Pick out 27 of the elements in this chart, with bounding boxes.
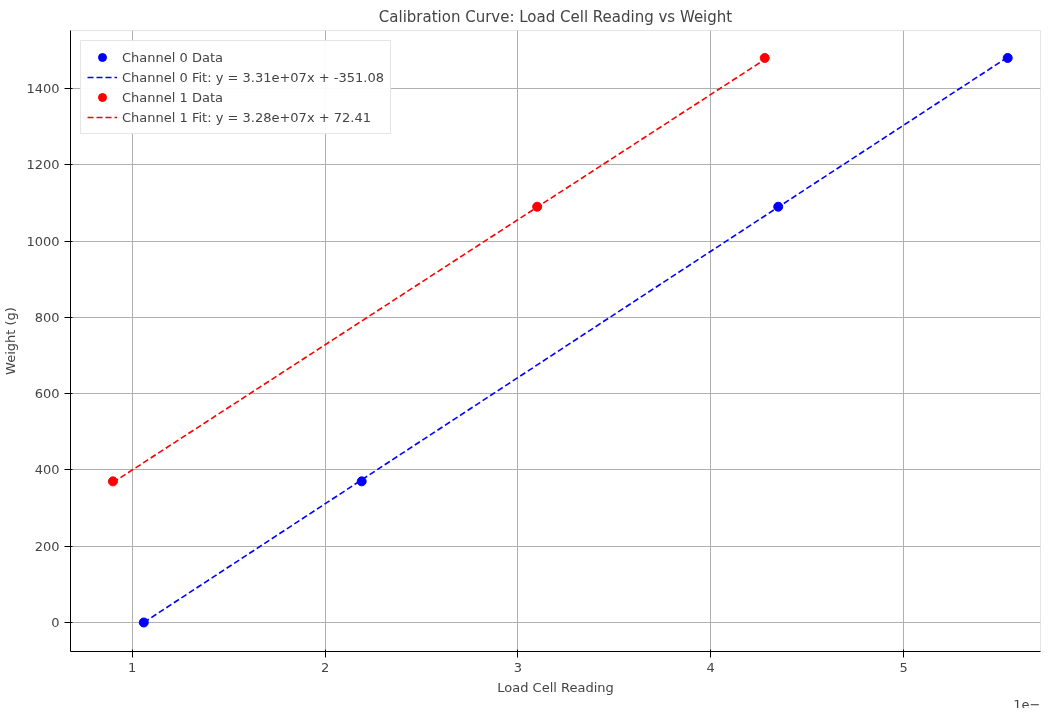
legend-label: Channel 0 Data <box>122 49 223 65</box>
chart-title: Calibration Curve: Load Cell Reading vs Weight <box>378 7 733 26</box>
point <box>773 201 784 212</box>
x-tick-label: 3 <box>513 659 523 675</box>
text: 1e− <box>1013 696 1041 712</box>
y-tick-label: 1400 <box>26 80 60 96</box>
legend-label: Channel 1 Fit: y = 3.28e+07x + 72.41 <box>122 109 371 125</box>
legend-label: Channel 1 Data <box>122 89 223 105</box>
y-tick-label: 800 <box>34 309 60 325</box>
y-tick-label: 1200 <box>26 157 60 173</box>
y-tick-label: 600 <box>34 386 60 402</box>
y-tick-label: 400 <box>34 462 60 478</box>
y-tick-label: 200 <box>34 538 60 554</box>
x-tick-label: 5 <box>899 659 908 675</box>
legend-label: Channel 0 Fit: y = 3.31e+07x + -351.08 <box>122 69 384 85</box>
x-tick-label: 4 <box>706 659 715 675</box>
y-axis-title: Weight (g) <box>3 307 19 375</box>
y-tick-label: 0 <box>51 615 60 631</box>
point <box>107 476 118 487</box>
x-tick-label: 2 <box>320 659 330 675</box>
point <box>138 617 149 628</box>
point <box>532 201 543 212</box>
x-tick-label: 1 <box>128 659 137 675</box>
point <box>1002 52 1013 63</box>
point <box>759 52 770 63</box>
y-tick-label: 1000 <box>26 233 60 249</box>
x-axis-title: Load Cell Reading <box>497 679 614 695</box>
